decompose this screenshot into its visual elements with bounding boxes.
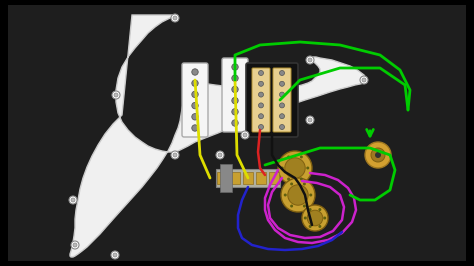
Circle shape [307, 210, 323, 226]
Polygon shape [70, 15, 366, 257]
Circle shape [232, 97, 238, 104]
Circle shape [302, 205, 328, 231]
Circle shape [192, 125, 198, 131]
Circle shape [232, 75, 238, 81]
Circle shape [284, 193, 287, 197]
Circle shape [280, 70, 284, 76]
Circle shape [112, 91, 120, 99]
Circle shape [173, 153, 177, 157]
Circle shape [280, 124, 284, 130]
Circle shape [323, 217, 326, 219]
Circle shape [243, 133, 247, 137]
Circle shape [319, 208, 321, 211]
Circle shape [308, 118, 312, 122]
Circle shape [192, 91, 198, 98]
Circle shape [171, 14, 179, 22]
Bar [230, 172, 240, 184]
Circle shape [192, 114, 198, 120]
Circle shape [290, 205, 293, 207]
Circle shape [375, 152, 381, 158]
Circle shape [73, 243, 77, 247]
Circle shape [232, 86, 238, 93]
Circle shape [288, 185, 308, 205]
Circle shape [287, 177, 290, 181]
Bar [243, 172, 253, 184]
Bar [269, 172, 279, 184]
Circle shape [258, 124, 264, 130]
Circle shape [258, 81, 264, 86]
Circle shape [192, 69, 198, 75]
Circle shape [280, 81, 284, 86]
Circle shape [114, 93, 118, 97]
Circle shape [309, 193, 312, 197]
FancyBboxPatch shape [273, 68, 291, 132]
Circle shape [258, 103, 264, 108]
Circle shape [280, 103, 284, 108]
Circle shape [192, 102, 198, 109]
Circle shape [111, 251, 119, 259]
FancyBboxPatch shape [222, 58, 248, 132]
Circle shape [360, 76, 368, 84]
Circle shape [258, 114, 264, 119]
Circle shape [281, 178, 315, 212]
Circle shape [232, 64, 238, 70]
Circle shape [171, 151, 179, 159]
Circle shape [362, 78, 366, 82]
Circle shape [306, 167, 309, 169]
Circle shape [309, 208, 311, 211]
FancyBboxPatch shape [246, 63, 298, 137]
Circle shape [300, 177, 303, 181]
Circle shape [290, 182, 293, 185]
Circle shape [69, 196, 77, 204]
Circle shape [308, 58, 312, 62]
Circle shape [285, 158, 305, 178]
Bar [217, 172, 227, 184]
Circle shape [218, 153, 222, 157]
Circle shape [319, 225, 321, 228]
Circle shape [258, 70, 264, 76]
Circle shape [232, 109, 238, 115]
Circle shape [306, 56, 314, 64]
Circle shape [280, 92, 284, 97]
Circle shape [309, 225, 311, 228]
Bar [256, 172, 266, 184]
Circle shape [280, 114, 284, 119]
Circle shape [241, 131, 249, 139]
Circle shape [232, 120, 238, 126]
Circle shape [192, 80, 198, 86]
FancyBboxPatch shape [252, 68, 270, 132]
Circle shape [71, 241, 79, 249]
Circle shape [71, 198, 75, 202]
Circle shape [303, 205, 306, 207]
Circle shape [287, 155, 290, 159]
Circle shape [216, 151, 224, 159]
FancyBboxPatch shape [182, 63, 208, 137]
Circle shape [258, 92, 264, 97]
Circle shape [173, 16, 177, 20]
Circle shape [365, 142, 391, 168]
Bar [220, 164, 232, 192]
Circle shape [278, 151, 312, 185]
Circle shape [306, 116, 314, 124]
Circle shape [113, 253, 117, 257]
Bar [216, 169, 280, 187]
Circle shape [304, 217, 307, 219]
Circle shape [281, 167, 284, 169]
Circle shape [371, 148, 385, 162]
Circle shape [300, 155, 303, 159]
Circle shape [303, 182, 306, 185]
